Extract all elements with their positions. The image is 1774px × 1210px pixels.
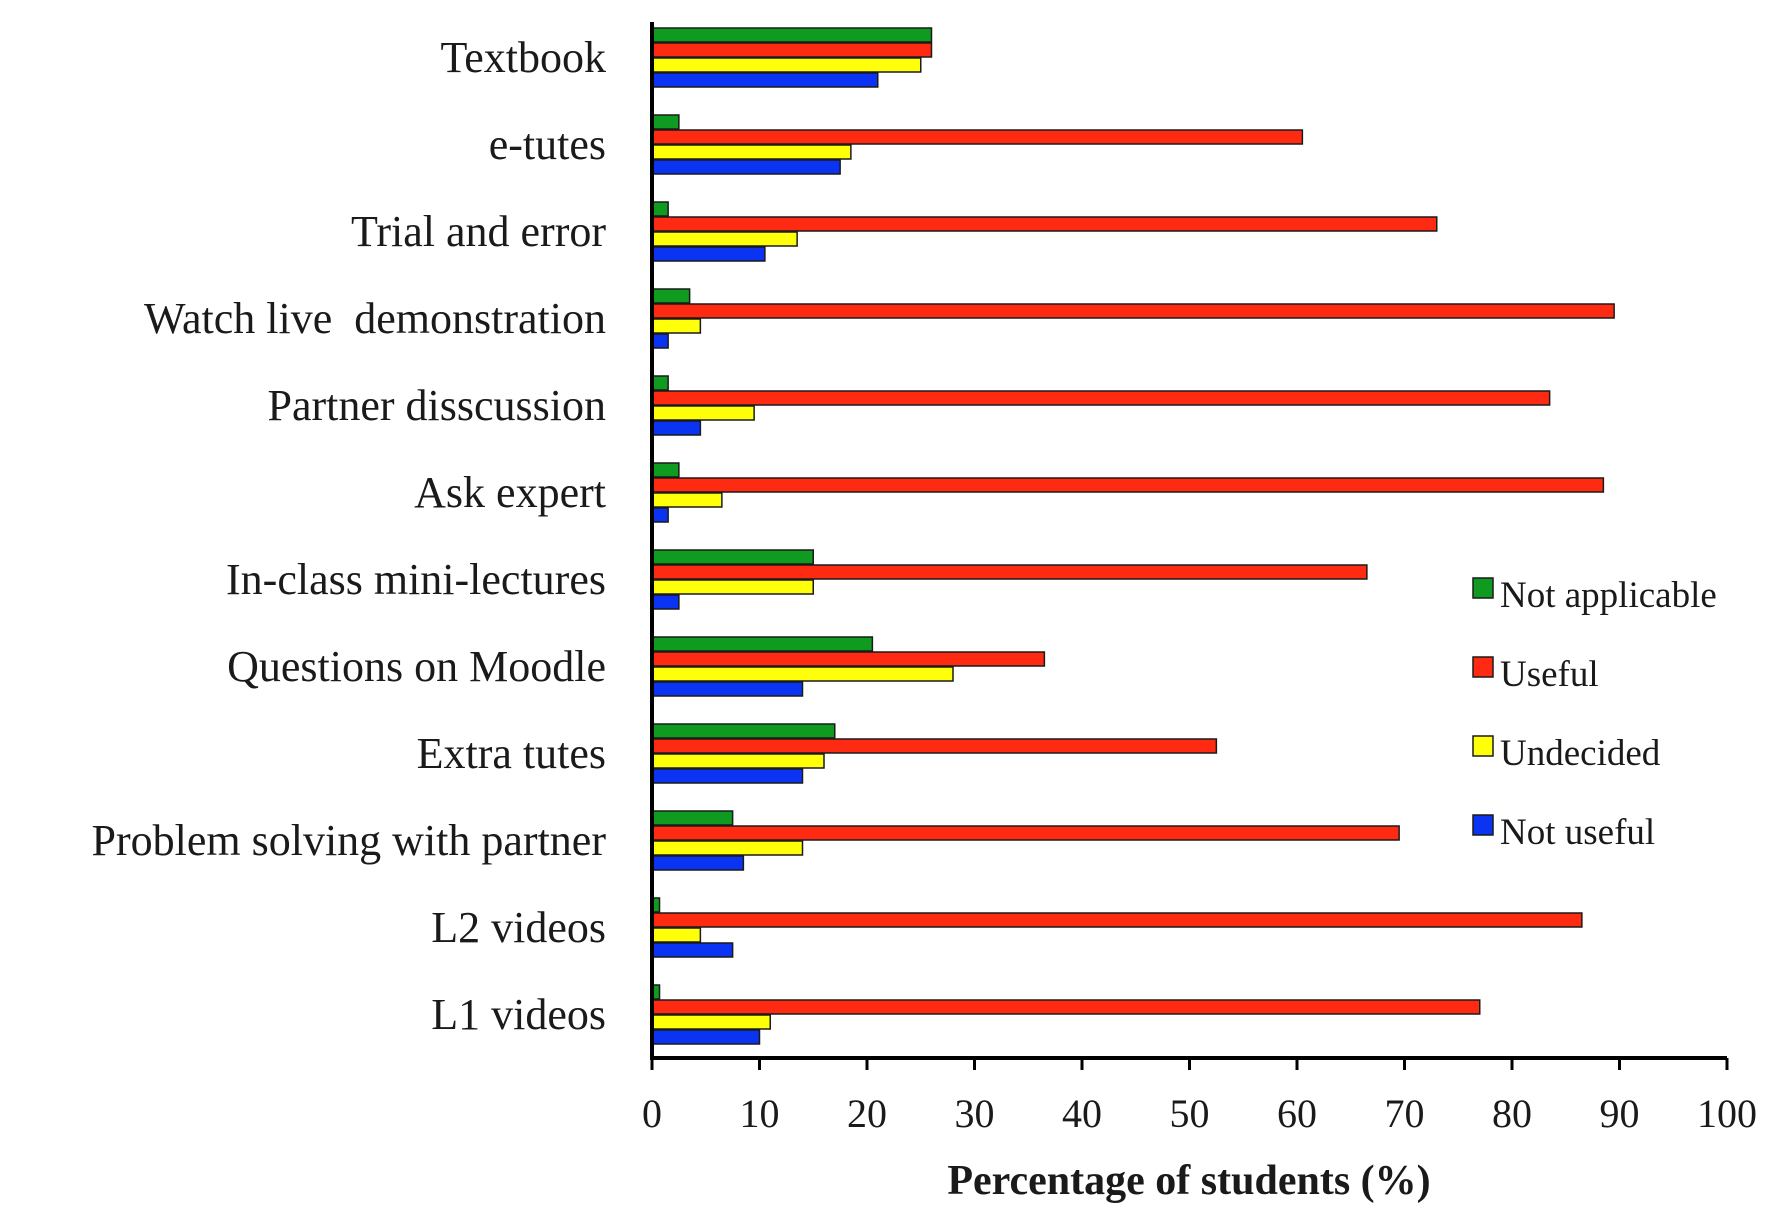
bar-not-applicable-1 (651, 114, 680, 130)
bar-not-applicable-8 (651, 723, 836, 739)
bar-undecided-0 (651, 57, 922, 73)
bar-useful-6 (651, 564, 1368, 580)
legend-swatch (1472, 814, 1494, 836)
x-tick-label: 90 (1600, 1091, 1640, 1136)
bar-not-applicable-3 (651, 288, 691, 304)
bar-undecided-5 (651, 492, 723, 508)
category-label: Watch live demonstration (144, 294, 606, 343)
category-label: Problem solving with partner (92, 816, 607, 865)
category-label: Ask expert (414, 468, 606, 517)
bar-undecided-2 (651, 231, 798, 247)
bar-undecided-3 (651, 318, 702, 334)
bar-useful-1 (651, 129, 1304, 145)
category-label: Textbook (440, 33, 606, 82)
bar-not-useful-1 (651, 159, 841, 175)
x-tick-label: 10 (740, 1091, 780, 1136)
bar-not-useful-4 (651, 420, 702, 436)
bars-group (651, 27, 1615, 1045)
bar-undecided-4 (651, 405, 755, 421)
bar-not-applicable-2 (651, 201, 669, 217)
x-tick-label: 0 (642, 1091, 662, 1136)
x-tick-label: 20 (847, 1091, 887, 1136)
x-tick-label: 100 (1697, 1091, 1757, 1136)
bar-useful-10 (651, 912, 1583, 928)
bar-not-applicable-5 (651, 462, 680, 478)
bar-undecided-7 (651, 666, 954, 682)
category-label: e-tutes (489, 120, 606, 169)
bar-not-applicable-4 (651, 375, 669, 391)
legend-label: Not applicable (1500, 575, 1717, 616)
x-tick-label: 70 (1385, 1091, 1425, 1136)
bar-not-useful-6 (651, 594, 680, 610)
bar-useful-0 (651, 42, 933, 58)
x-ticks-group: 0 10 20 30 40 50 60 70 80 90 100 (642, 1058, 1757, 1136)
bar-not-useful-9 (651, 855, 745, 871)
bar-useful-5 (651, 477, 1605, 493)
bar-not-applicable-6 (651, 549, 814, 565)
legend-label: Useful (1500, 654, 1599, 695)
bar-not-useful-10 (651, 942, 734, 958)
category-label: Trial and error (351, 207, 606, 256)
x-tick-label: 50 (1170, 1091, 1210, 1136)
x-tick-label: 30 (955, 1091, 995, 1136)
bar-undecided-9 (651, 840, 804, 856)
x-tick-label: 80 (1492, 1091, 1532, 1136)
bar-not-useful-5 (651, 507, 669, 523)
bar-undecided-10 (651, 927, 702, 943)
bar-useful-7 (651, 651, 1046, 667)
category-label: Questions on Moodle (227, 642, 606, 691)
legend: Not applicable Useful Undecided Not useful (1472, 575, 1717, 853)
category-label: Partner disscussion (267, 381, 606, 430)
x-tick-label: 60 (1277, 1091, 1317, 1136)
category-labels: Textbook e-tutes Trial and error Watch live… (92, 33, 607, 1039)
bar-undecided-1 (651, 144, 852, 160)
category-label: In-class mini-lectures (226, 555, 606, 604)
bar-useful-9 (651, 825, 1400, 841)
bar-not-useful-3 (651, 333, 669, 349)
category-label: L2 videos (431, 903, 606, 952)
bar-not-useful-0 (651, 72, 879, 88)
x-axis-title: Percentage of students (%) (947, 1158, 1430, 1204)
legend-swatch (1472, 656, 1494, 678)
bar-useful-11 (651, 999, 1481, 1015)
legend-swatch (1472, 735, 1494, 757)
axes-group (650, 22, 1727, 1060)
bar-useful-3 (651, 303, 1615, 319)
bar-useful-2 (651, 216, 1438, 232)
bar-not-useful-2 (651, 246, 766, 262)
legend-label: Not useful (1500, 812, 1655, 853)
category-label: Extra tutes (417, 729, 606, 778)
bar-not-applicable-7 (651, 636, 874, 652)
bar-undecided-8 (651, 753, 825, 769)
bar-useful-8 (651, 738, 1218, 754)
bar-undecided-6 (651, 579, 814, 595)
bar-not-useful-11 (651, 1029, 761, 1045)
bar-useful-4 (651, 390, 1551, 406)
bar-not-applicable-0 (651, 27, 933, 43)
bar-not-applicable-9 (651, 810, 734, 826)
category-label: L1 videos (431, 990, 606, 1039)
bar-undecided-11 (651, 1014, 771, 1030)
legend-swatch (1472, 577, 1494, 599)
x-tick-label: 40 (1062, 1091, 1102, 1136)
legend-label: Undecided (1500, 733, 1661, 774)
bar-not-useful-7 (651, 681, 804, 697)
bar-not-useful-8 (651, 768, 804, 784)
